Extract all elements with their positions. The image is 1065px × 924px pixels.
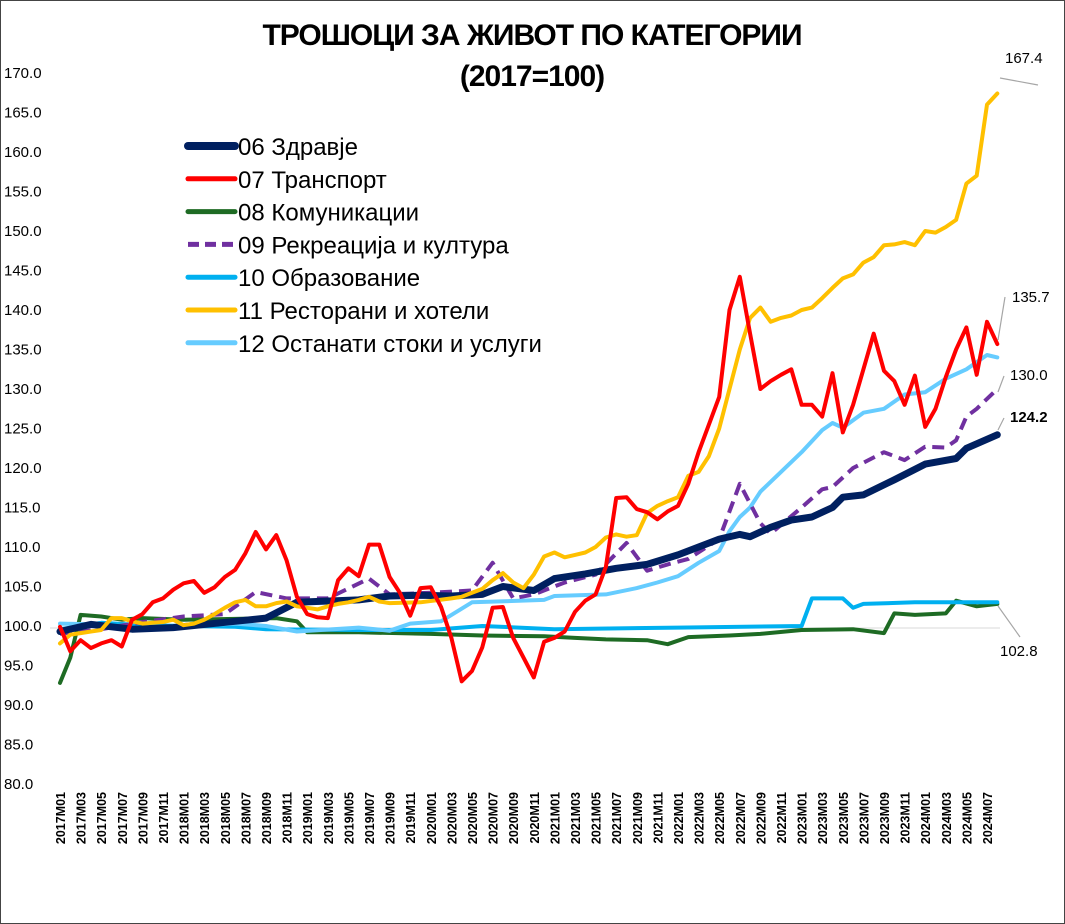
y-tick-label: 120.0 — [4, 460, 42, 477]
x-tick-label: 2017M01 — [54, 792, 68, 844]
x-tick-label: 2022M11 — [775, 792, 789, 843]
legend-label: 09 Рекреација и култура — [238, 232, 509, 259]
x-tick-label: 2017M05 — [95, 792, 109, 844]
y-tick-label: 110.0 — [4, 539, 40, 556]
chart-subtitle: (2017=100) — [460, 60, 604, 93]
end-label-leader — [997, 605, 1021, 638]
x-axis: 2017M01 2017M03 2017M05 2017M07 2017M09 2017M… — [54, 792, 995, 844]
end-label-leader — [997, 375, 1005, 393]
x-tick-label: 2024M07 — [981, 792, 995, 844]
x-tick-label: 2023M11 — [899, 792, 913, 843]
y-tick-label: 115.0 — [4, 500, 40, 517]
x-tick-label: 2023M05 — [837, 792, 851, 844]
x-tick-label: 2018M01 — [178, 792, 192, 844]
series-line-08 — [58, 598, 1000, 685]
y-tick-label: 105.0 — [4, 579, 42, 596]
y-tick-label: 85.0 — [4, 737, 33, 754]
x-tick-label: 2022M01 — [672, 792, 686, 844]
y-tick-label: 130.0 — [4, 381, 42, 398]
series-line-11 — [58, 91, 1000, 646]
x-tick-label: 2019M07 — [363, 792, 377, 844]
legend-label: 08 Комуникации — [238, 200, 419, 227]
legend-label: 06 Здравје — [238, 134, 358, 161]
x-tick-label: 2020M01 — [425, 792, 439, 844]
y-tick-label: 135.0 — [4, 342, 42, 359]
y-tick-label: 80.0 — [4, 776, 33, 793]
series-line-06 — [56, 431, 1001, 635]
x-tick-label: 2019M11 — [404, 792, 418, 843]
x-tick-label: 2020M11 — [528, 792, 542, 843]
y-tick-label: 125.0 — [4, 421, 42, 438]
x-tick-label: 2023M01 — [796, 792, 810, 844]
y-axis: 80.0 85.0 90.0 95.0 100.0 105.0 110.0 115.0 120.… — [4, 65, 42, 793]
x-tick-label: 2022M03 — [693, 792, 707, 844]
x-tick-label: 2022M09 — [754, 792, 768, 844]
y-tick-label: 160.0 — [4, 144, 42, 161]
legend-label: 10 Образование — [238, 265, 420, 292]
x-tick-label: 2021M03 — [569, 792, 583, 844]
x-tick-label: 2024M03 — [940, 792, 954, 844]
x-tick-label: 2017M03 — [75, 792, 89, 844]
x-tick-label: 2021M11 — [651, 792, 665, 843]
x-tick-label: 2017M09 — [136, 792, 150, 844]
x-tick-label: 2019M05 — [342, 792, 356, 844]
end-value-label: 124.2 — [1010, 409, 1048, 426]
end-labels: 167.4 135.7 130.0 124.2 102.8 — [997, 50, 1050, 660]
x-tick-label: 2019M01 — [301, 792, 315, 844]
end-value-label: 102.8 — [1000, 643, 1038, 660]
x-tick-label: 2023M09 — [878, 792, 892, 844]
x-tick-label: 2017M07 — [116, 792, 130, 844]
x-tick-label: 2018M03 — [198, 792, 212, 844]
y-tick-label: 155.0 — [4, 184, 42, 201]
y-tick-label: 90.0 — [4, 697, 33, 714]
x-tick-label: 2022M07 — [734, 792, 748, 844]
legend: 06 Здравје 07 Транспорт 08 Комуникации 09 Р… — [184, 134, 542, 358]
x-tick-label: 2019M03 — [322, 792, 336, 844]
end-label-leader — [999, 77, 1039, 86]
y-tick-label: 150.0 — [4, 223, 42, 240]
legend-label: 11 Ресторани и хотели — [238, 298, 489, 325]
x-tick-label: 2020M09 — [507, 792, 521, 844]
chart-title: ТРОШОЦИ ЗА ЖИВОТ ПО КАТЕГОРИИ — [262, 19, 801, 52]
x-tick-label: 2021M09 — [631, 792, 645, 844]
series-line-07 — [58, 274, 1000, 684]
x-tick-label: 2020M07 — [487, 792, 501, 844]
legend-label: 12 Останати стоки и услуги — [238, 331, 542, 358]
y-tick-label: 95.0 — [4, 658, 33, 675]
x-tick-label: 2021M07 — [610, 792, 624, 844]
end-value-label: 135.7 — [1012, 289, 1050, 306]
x-tick-label: 2023M07 — [857, 792, 871, 844]
x-tick-label: 2023M03 — [816, 792, 830, 844]
x-tick-label: 2018M09 — [260, 792, 274, 844]
x-tick-label: 2021M01 — [548, 792, 562, 844]
y-tick-label: 140.0 — [4, 302, 42, 319]
legend-label: 07 Транспорт — [238, 167, 387, 194]
end-label-leader — [997, 296, 1006, 341]
x-tick-label: 2020M03 — [445, 792, 459, 844]
end-label-leader — [997, 417, 1005, 431]
series-lines — [56, 91, 1001, 685]
y-tick-label: 170.0 — [4, 65, 42, 82]
x-tick-label: 2017M11 — [157, 792, 171, 843]
y-tick-label: 145.0 — [4, 263, 42, 280]
y-tick-label: 165.0 — [4, 105, 42, 122]
x-tick-label: 2020M05 — [466, 792, 480, 844]
x-tick-label: 2018M07 — [239, 792, 253, 844]
series-line-12 — [58, 353, 1000, 634]
x-tick-label: 2021M05 — [590, 792, 604, 844]
x-tick-label: 2024M05 — [960, 792, 974, 844]
x-tick-label: 2022M05 — [713, 792, 727, 844]
x-tick-label: 2018M11 — [281, 792, 295, 843]
series-line-09 — [59, 387, 999, 636]
y-tick-label: 100.0 — [4, 618, 42, 635]
x-tick-label: 2018M05 — [219, 792, 233, 844]
end-value-label: 130.0 — [1010, 367, 1048, 384]
x-tick-label: 2024M01 — [919, 792, 933, 844]
end-value-label: 167.4 — [1005, 50, 1043, 67]
x-tick-label: 2019M09 — [384, 792, 398, 844]
